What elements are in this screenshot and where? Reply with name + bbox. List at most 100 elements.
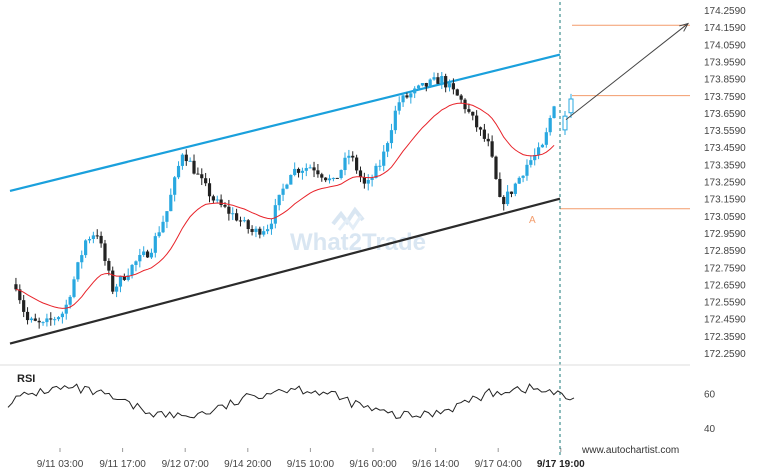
- candle: [293, 162, 297, 177]
- candle-body: [192, 160, 196, 174]
- candle: [130, 263, 134, 279]
- y-tick-label: 173.8590: [704, 75, 746, 86]
- y-tick-label: 173.4590: [704, 143, 746, 154]
- candle-body: [289, 174, 293, 185]
- candle-body: [389, 130, 394, 144]
- candle: [45, 313, 49, 327]
- candle-body: [413, 88, 417, 94]
- y-tick-label: 174.0590: [704, 40, 746, 51]
- candle-body: [486, 138, 490, 142]
- y-tick-label: 173.9590: [704, 57, 746, 68]
- candle-body: [536, 147, 541, 155]
- candle: [389, 123, 394, 149]
- candle-body: [281, 188, 285, 195]
- candle-body: [207, 183, 212, 197]
- candle: [227, 199, 231, 221]
- candle: [238, 216, 243, 227]
- candle: [562, 111, 568, 136]
- candle-body: [134, 261, 138, 265]
- candle: [114, 283, 119, 298]
- candle: [405, 92, 409, 99]
- y-tick-label: 172.2590: [704, 349, 746, 360]
- candle: [521, 175, 525, 183]
- candle-body: [540, 144, 545, 148]
- candle-body: [362, 177, 366, 184]
- candle-body: [316, 170, 320, 175]
- candle: [544, 127, 548, 148]
- candle-body: [300, 170, 305, 173]
- candle-body: [87, 238, 92, 241]
- candle: [416, 84, 421, 91]
- candle-body: [242, 220, 246, 222]
- candle: [463, 98, 467, 114]
- candle-body: [157, 232, 161, 237]
- candle: [362, 172, 366, 189]
- candle: [382, 145, 386, 172]
- candle: [385, 141, 390, 158]
- candle: [331, 177, 335, 182]
- y-tick-label: 173.6590: [704, 109, 746, 120]
- candle: [165, 211, 169, 229]
- candle: [304, 163, 308, 177]
- candle: [471, 111, 475, 121]
- candle: [327, 174, 332, 184]
- candle: [95, 229, 99, 240]
- candle: [250, 225, 254, 236]
- candle: [486, 133, 490, 147]
- x-tick-label: 9/12 07:00: [162, 459, 210, 470]
- candle-body: [273, 205, 277, 224]
- candle-body: [490, 141, 494, 157]
- candle: [273, 198, 277, 229]
- candle-body: [56, 317, 61, 320]
- candle: [246, 219, 250, 234]
- candle: [506, 185, 510, 206]
- candle-body: [374, 165, 378, 178]
- candle-body: [285, 184, 289, 189]
- candle-body: [64, 304, 68, 314]
- candle-body: [347, 155, 351, 158]
- candle: [173, 175, 177, 202]
- x-tick-label: 9/17 19:00: [537, 459, 585, 470]
- candle-body: [142, 251, 146, 256]
- candle: [424, 82, 428, 92]
- x-tick-label: 9/16 00:00: [349, 459, 397, 470]
- candle: [134, 260, 138, 272]
- candle-body: [382, 151, 386, 166]
- candle-body: [91, 235, 95, 239]
- candle-body: [184, 154, 188, 162]
- candle: [33, 313, 37, 322]
- candle: [118, 275, 123, 293]
- rsi-tick-label: 40: [704, 424, 716, 435]
- candle-body: [126, 275, 130, 280]
- candle: [436, 72, 440, 84]
- candle: [568, 93, 574, 118]
- candle-body: [80, 255, 84, 263]
- forecast-arrow-head-icon: [679, 22, 690, 32]
- candle-body: [366, 179, 370, 184]
- candle: [258, 226, 262, 239]
- x-tick-label: 9/11 17:00: [99, 459, 146, 470]
- candle: [161, 215, 165, 234]
- candle: [509, 191, 514, 198]
- candle-body: [25, 311, 30, 321]
- candle-body: [416, 85, 421, 89]
- candle: [320, 172, 324, 182]
- candle-body: [176, 165, 181, 178]
- candle-body: [122, 276, 126, 280]
- candle: [296, 167, 301, 178]
- candle: [347, 149, 351, 165]
- candle: [351, 151, 355, 162]
- candle: [192, 154, 196, 175]
- candle: [68, 295, 72, 309]
- candle-body: [111, 270, 115, 292]
- candle-body: [378, 165, 382, 167]
- candle: [72, 276, 76, 299]
- candle-body: [401, 95, 405, 103]
- candle-body: [130, 264, 134, 276]
- candle-body: [188, 160, 192, 162]
- candle-body: [99, 235, 103, 244]
- x-tick-label: 9/16 14:00: [412, 459, 460, 470]
- candle-body: [355, 157, 359, 171]
- candle-body: [335, 177, 339, 179]
